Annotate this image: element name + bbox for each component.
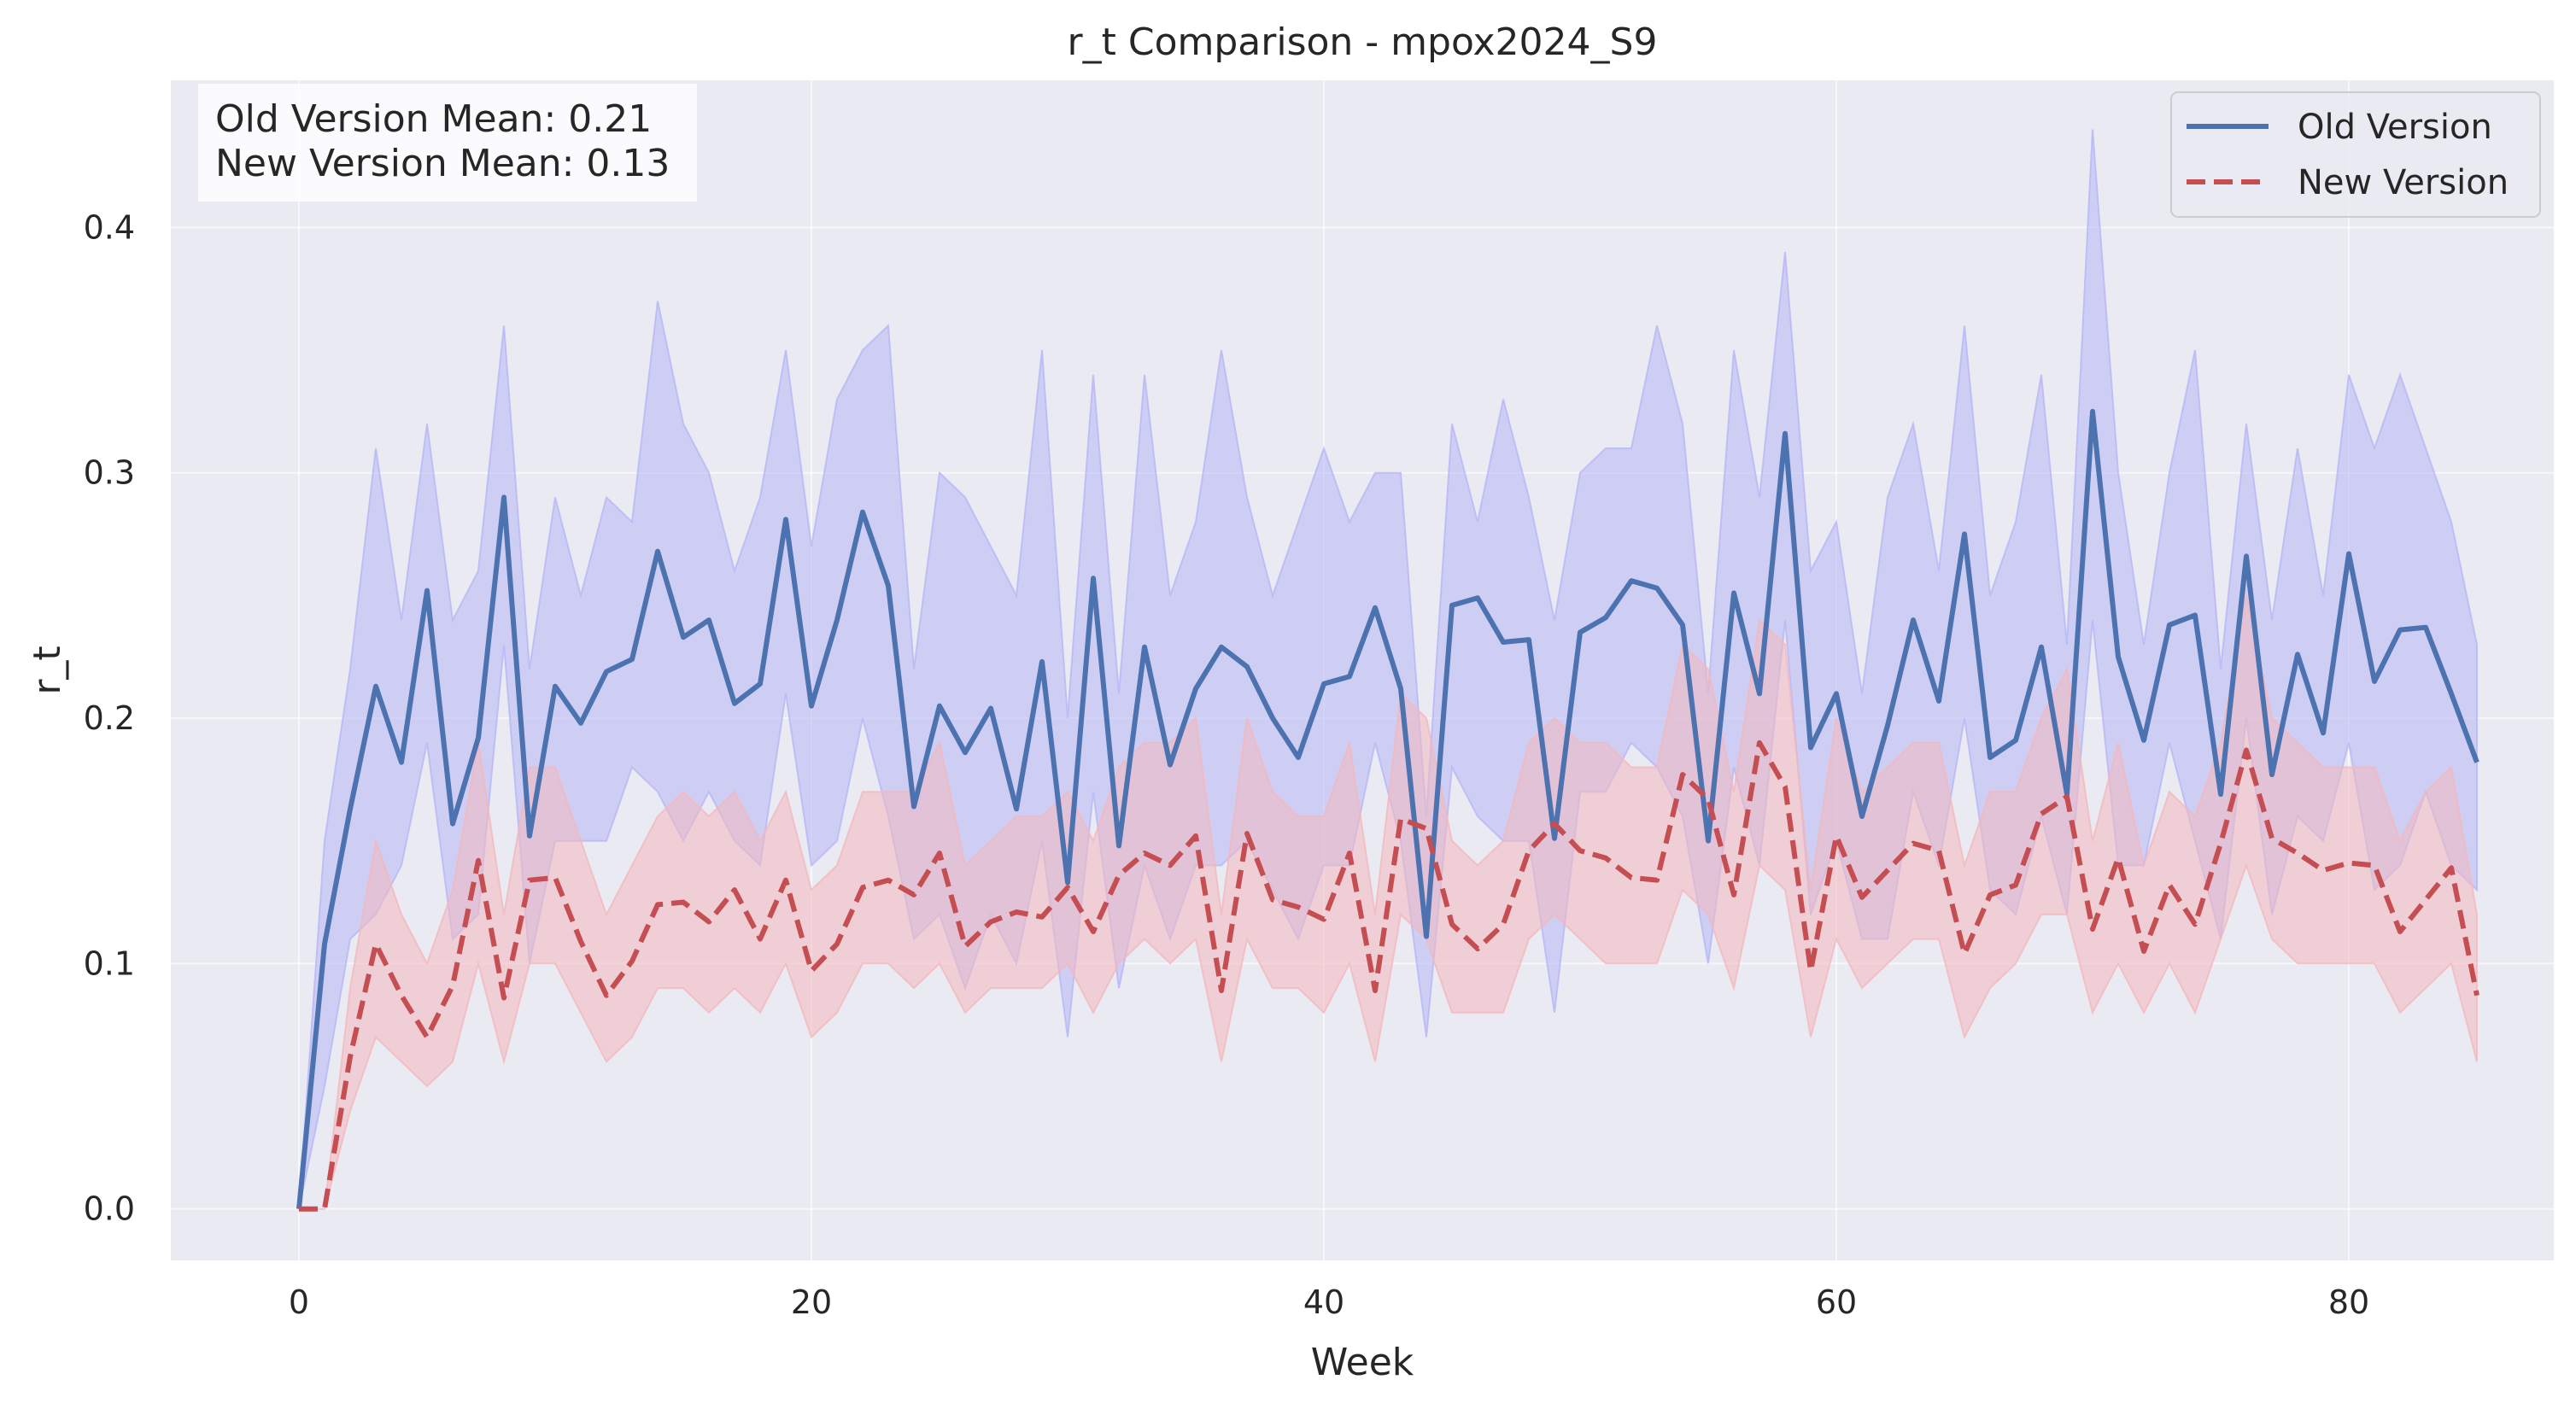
stats-new-mean: New Version Mean: 0.13 <box>215 142 670 185</box>
series-line-old-version <box>296 408 2479 1209</box>
legend-box <box>2170 91 2541 218</box>
y-tick-label: 0.2 <box>84 699 135 737</box>
x-axis-label: Week <box>1311 1341 1414 1384</box>
x-tick-label: 20 <box>791 1283 832 1321</box>
y-tick-labels: 0.0 0.1 0.2 0.3 0.4 <box>84 208 135 1227</box>
stats-box: Old Version Mean: 0.21 New Version Mean:… <box>198 84 697 202</box>
series-lines <box>296 408 2479 1212</box>
x-tick-label: 0 <box>289 1283 309 1321</box>
legend-label-old-version: Old Version <box>2298 108 2492 147</box>
y-axis-label: r_t <box>26 646 69 694</box>
stats-old-mean: Old Version Mean: 0.21 <box>215 97 652 141</box>
x-tick-label: 60 <box>1816 1283 1857 1321</box>
series-line-new-version <box>299 740 2479 1212</box>
y-tick-label: 0.0 <box>84 1190 135 1228</box>
legend: Old Version New Version <box>2170 91 2541 218</box>
y-tick-label: 0.4 <box>84 208 135 246</box>
x-tick-label: 40 <box>1303 1283 1344 1321</box>
x-tick-labels: 0 20 40 60 80 <box>289 1283 2369 1321</box>
y-tick-label: 0.3 <box>84 454 135 492</box>
y-tick-label: 0.1 <box>84 944 135 982</box>
x-tick-label: 80 <box>2328 1283 2369 1321</box>
stats-box-background <box>198 84 697 202</box>
chart-title: r_t Comparison - mpox2024_S9 <box>1068 20 1658 64</box>
legend-label-new-version: New Version <box>2298 163 2509 202</box>
